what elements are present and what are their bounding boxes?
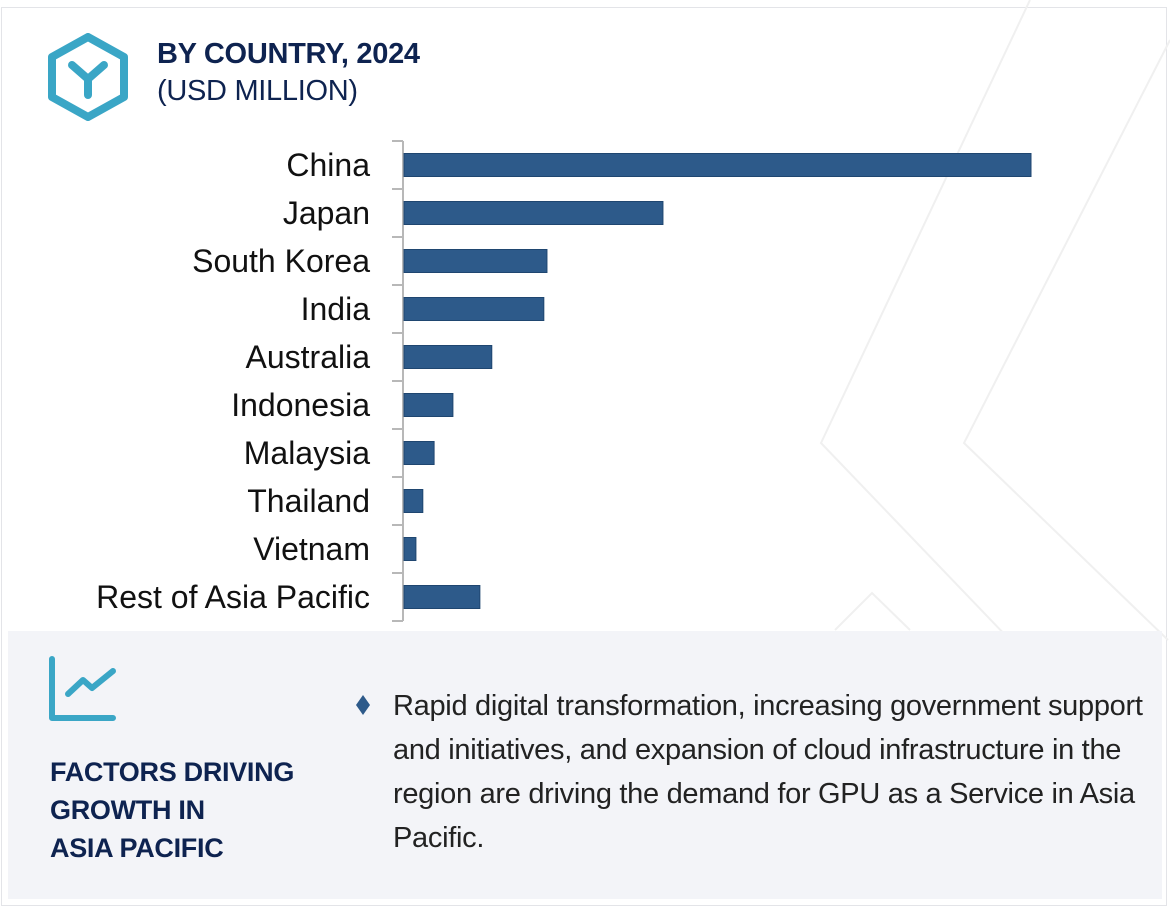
category-label: Japan (283, 195, 370, 231)
category-label: Australia (246, 339, 371, 375)
factors-title-line: GROWTH IN (50, 795, 205, 825)
category-label: Indonesia (231, 387, 370, 423)
bar-australia (403, 345, 493, 369)
bar-india (403, 297, 545, 321)
factor-description: Rapid digital transformation, increasing… (393, 690, 1143, 854)
category-label: China (286, 147, 370, 183)
category-label: India (301, 291, 371, 327)
bar-japan (403, 201, 664, 225)
bar-indonesia (403, 393, 454, 417)
factors-panel (8, 631, 1162, 899)
factors-title-line: FACTORS DRIVING (50, 757, 295, 787)
chart-subtitle: (USD MILLION) (157, 75, 358, 107)
hexagon-y-logo-icon (48, 33, 128, 121)
category-label: Vietnam (253, 531, 370, 567)
chart-title: BY COUNTRY, 2024 (157, 38, 420, 70)
category-label: Malaysia (244, 435, 370, 471)
factors-title: FACTORS DRIVING GROWTH IN ASIA PACIFIC (50, 753, 340, 867)
bar-chart: China Japan South Korea India Australia Indon… (96, 140, 1032, 622)
bar-thailand (403, 489, 424, 513)
bar-south-korea (403, 249, 548, 273)
category-label: Rest of Asia Pacific (96, 579, 370, 615)
trend-line-chart-icon (49, 656, 116, 721)
diamond-bullet-icon (356, 695, 370, 715)
factors-title-line: ASIA PACIFIC (50, 833, 224, 863)
bar-vietnam (403, 537, 417, 561)
category-label: Thailand (247, 483, 370, 519)
bar-rest-of-asia-pacific (403, 585, 481, 609)
category-label: South Korea (192, 243, 370, 279)
bar-china (403, 153, 1032, 177)
bar-malaysia (403, 441, 435, 465)
